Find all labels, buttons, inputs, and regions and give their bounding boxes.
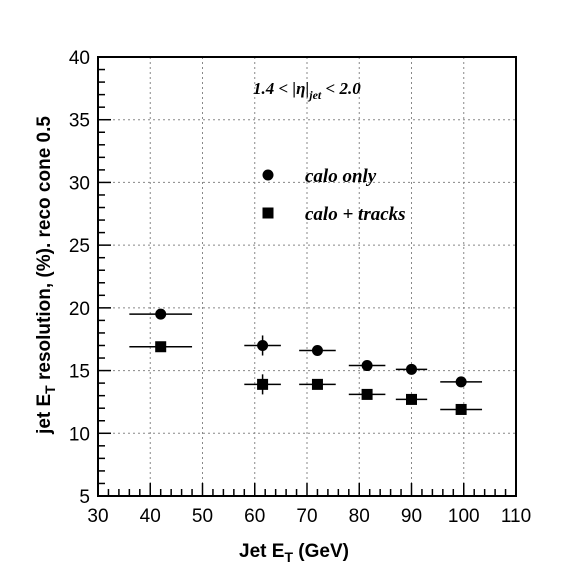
series-2 (129, 341, 483, 415)
y-tick-label: 40 (69, 48, 90, 69)
y-tick-label: 5 (79, 487, 90, 508)
y-tick-label: 10 (69, 424, 90, 445)
x-tick-label: 90 (401, 506, 422, 527)
x-tick-label: 60 (244, 506, 265, 527)
y-tick-label: 30 (69, 173, 90, 194)
data-point (406, 393, 417, 405)
data-point (155, 341, 167, 353)
y-axis-label: jet ET resolution, (%). reco cone 0.5 (34, 116, 58, 435)
legend: calo only calo + tracks (262, 166, 406, 225)
y-tick-label: 25 (69, 236, 90, 257)
x-tick-label: 30 (87, 506, 108, 527)
data-point (257, 339, 269, 351)
legend-marker (262, 169, 274, 181)
y-tick-label: 20 (69, 299, 90, 320)
x-tick-label: 100 (448, 506, 480, 527)
x-tick-label: 50 (192, 506, 213, 527)
data-point (311, 378, 323, 390)
data-point (361, 360, 373, 372)
data-point (257, 378, 269, 390)
x-axis-label: Jet ET (GeV) (239, 541, 349, 565)
legend-label: calo only (305, 166, 377, 187)
data-point (455, 403, 467, 415)
series-1 (129, 308, 483, 388)
grid (98, 57, 516, 496)
legend-label: calo + tracks (305, 204, 406, 225)
data-point (406, 363, 417, 375)
x-tick-label: 110 (501, 506, 531, 527)
axis-ticks (97, 56, 517, 497)
data-point (311, 345, 323, 357)
y-tick-label: 35 (69, 111, 90, 132)
legend-marker (262, 207, 274, 219)
x-tick-label: 40 (140, 506, 161, 527)
data-point (155, 308, 167, 320)
x-tick-label: 80 (349, 506, 370, 527)
y-tick-label: 15 (69, 362, 90, 383)
tick-labels: 30 40 50 60 70 80 90 100 110 5 10 15 20 25 30 35 40 (69, 48, 531, 527)
data-point (361, 388, 373, 400)
eta-range-annotation: 1.4 < |η|jet < 2.0 (253, 79, 361, 102)
x-tick-label: 70 (296, 506, 317, 527)
data-point (455, 376, 467, 388)
data-markers (129, 308, 483, 415)
